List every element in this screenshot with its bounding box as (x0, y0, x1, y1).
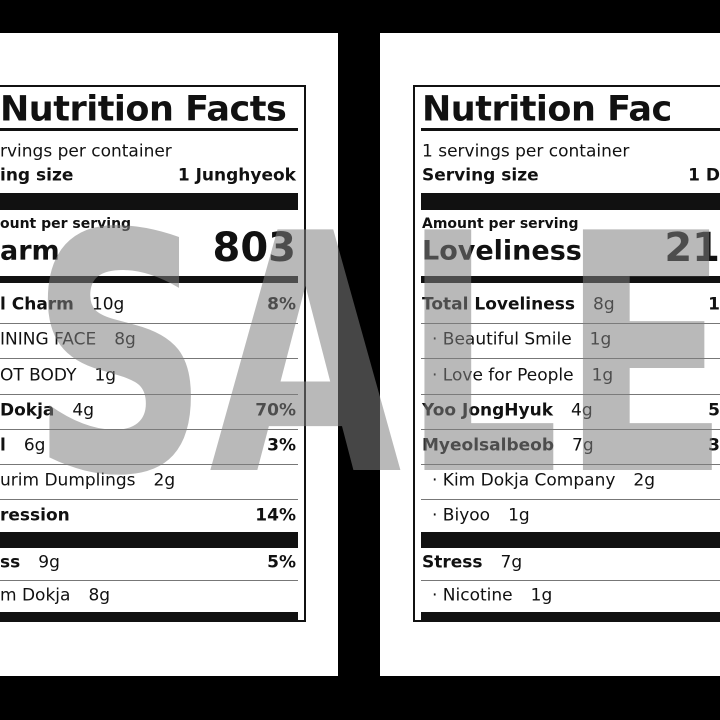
title: Nutrition Facts (0, 89, 287, 130)
label-border (0, 85, 306, 622)
serving-size-label: ing size (0, 165, 74, 186)
main-value: 21 (664, 225, 720, 271)
nutrient-amount: 2g (633, 470, 656, 491)
nutrient-name: · Biyoo (432, 505, 491, 526)
nutrient-amount: 1g (94, 365, 117, 386)
nutrient-name: l (0, 435, 6, 456)
panel (0, 33, 338, 676)
nutrient-amount: 7g (500, 552, 523, 573)
nutrient-name: Stress (422, 552, 483, 573)
nutrient-name: · Nicotine (432, 585, 513, 606)
nutrient-name: ss (0, 552, 21, 573)
nutrient-amount: 4g (72, 400, 95, 421)
nutrient-amount: 6g (23, 435, 46, 456)
separator (421, 394, 720, 395)
rule (0, 128, 298, 131)
title: Nutrition Fac (422, 89, 672, 130)
separator (0, 580, 298, 581)
daily-value: 5% (267, 552, 296, 573)
label-border (413, 85, 720, 622)
main-nutrient: Loveliness (422, 235, 582, 267)
servings: 1 servings per container (422, 141, 630, 162)
separator (0, 464, 298, 465)
amount-label: ount per serving (0, 216, 132, 232)
rule (421, 276, 720, 283)
thick-bar (421, 532, 720, 548)
nutrient-name: m Dokja (0, 585, 71, 606)
thick-bar (421, 612, 720, 620)
nutrient-name: Dokja (0, 400, 55, 421)
nutrient-amount: 2g (153, 470, 176, 491)
daily-value: 70% (255, 400, 296, 421)
nutrient-name: urim Dumplings (0, 470, 136, 491)
nutrient-name: INING FACE (0, 329, 97, 350)
nutrient-amount: 9g (38, 552, 60, 573)
nutrient-amount: 8g (88, 585, 111, 606)
nutrient-amount: 7g (572, 435, 594, 456)
daily-value: 3 (708, 435, 720, 456)
separator (421, 499, 720, 500)
serving-size-value: 1 D (688, 165, 720, 186)
nutrient-amount: 1g (589, 329, 612, 350)
separator (0, 429, 298, 430)
daily-value: 1 (708, 294, 720, 315)
separator (421, 323, 720, 324)
watermark: SALE (30, 164, 720, 548)
separator (0, 394, 298, 395)
nutrient-amount: 10g (91, 294, 125, 315)
separator (421, 464, 720, 465)
rule (421, 128, 720, 131)
daily-value: 3% (267, 435, 296, 456)
rule (0, 276, 298, 283)
nutrient-name: Total Loveliness (422, 294, 576, 315)
separator (0, 323, 298, 324)
nutrient-amount: 8g (114, 329, 136, 350)
amount-label: Amount per serving (422, 216, 579, 232)
nutrient-name: OT BODY (0, 365, 77, 386)
separator (421, 580, 720, 581)
nutrient-amount: 1g (508, 505, 530, 526)
nutrient-amount: 4g (571, 400, 593, 421)
serving-size-label: Serving size (422, 165, 539, 186)
daily-value: 8% (267, 294, 296, 315)
main-nutrient: arm (0, 235, 60, 267)
thick-bar (0, 532, 298, 548)
nutrient-name: Myeolsalbeob (422, 435, 554, 456)
separator (0, 358, 298, 359)
nutrient-name: ression (0, 505, 70, 526)
serving-size-value: 1 Junghyeok (177, 165, 296, 186)
servings: rvings per container (0, 141, 172, 162)
nutrient-name: Yoo JongHyuk (422, 400, 554, 421)
nutrient-name: · Kim Dokja Company (432, 470, 616, 491)
panel (380, 33, 720, 676)
nutrient-name: l Charm (0, 294, 74, 315)
separator (421, 358, 720, 359)
nutrient-amount: 1g (530, 585, 553, 606)
thick-bar (421, 193, 720, 210)
thick-bar (0, 193, 298, 210)
nutrient-name: · Beautiful Smile (432, 329, 572, 350)
separator (0, 499, 298, 500)
nutrient-amount: 8g (593, 294, 615, 315)
separator (421, 429, 720, 430)
main-value: 803 (212, 225, 297, 271)
daily-value: 14% (255, 505, 296, 526)
nutrient-name: · Love for People (432, 365, 574, 386)
nutrient-amount: 1g (591, 365, 614, 386)
daily-value: 5 (708, 400, 720, 421)
thick-bar (0, 612, 298, 620)
